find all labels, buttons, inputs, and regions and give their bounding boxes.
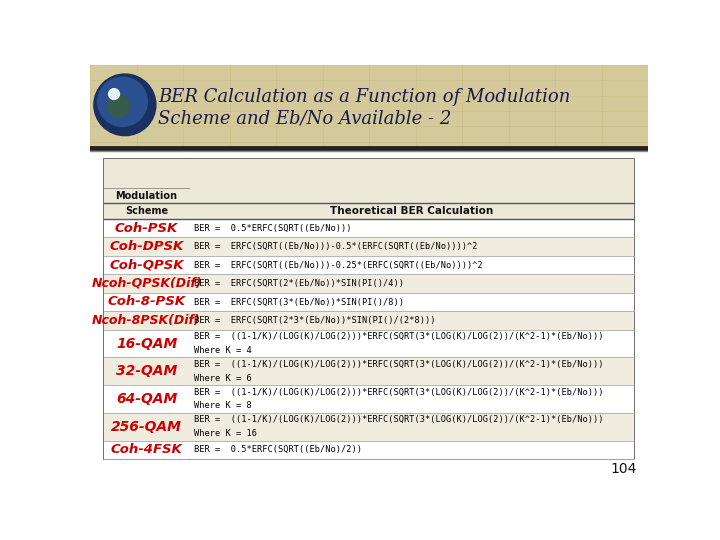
FancyBboxPatch shape <box>104 330 634 357</box>
Text: BER =  ERFC(SQRT(2*3*(Eb/No))*SIN(PI()/(2*8))): BER = ERFC(SQRT(2*3*(Eb/No))*SIN(PI()/(2… <box>194 316 436 325</box>
Text: Scheme and Eb/No Available - 2: Scheme and Eb/No Available - 2 <box>158 110 451 127</box>
Text: 104: 104 <box>610 462 636 476</box>
Text: 16-QAM: 16-QAM <box>116 336 177 350</box>
FancyBboxPatch shape <box>104 274 634 293</box>
Text: Ncoh-QPSK(Dif): Ncoh-QPSK(Dif) <box>91 277 202 290</box>
Text: Coh-QPSK: Coh-QPSK <box>109 259 184 272</box>
Text: BER =  ((1-1/K)/(LOG(K)/LOG(2)))*ERFC(SQRT(3*(LOG(K)/LOG(2))/(K^2-1)*(Eb/No))): BER = ((1-1/K)/(LOG(K)/LOG(2)))*ERFC(SQR… <box>194 415 603 424</box>
FancyBboxPatch shape <box>104 256 634 274</box>
FancyBboxPatch shape <box>104 441 634 459</box>
FancyBboxPatch shape <box>104 237 634 256</box>
FancyBboxPatch shape <box>104 293 634 311</box>
Text: Theoretical BER Calculation: Theoretical BER Calculation <box>330 206 493 216</box>
Text: BER =  ERFC(SQRT(2*(Eb/No))*SIN(PI()/4)): BER = ERFC(SQRT(2*(Eb/No))*SIN(PI()/4)) <box>194 279 404 288</box>
Text: Modulation: Modulation <box>116 191 178 201</box>
Text: BER =  0.5*ERFC(SQRT((Eb/No))): BER = 0.5*ERFC(SQRT((Eb/No))) <box>194 224 351 233</box>
Text: BER =  ERFC(SQRT((Eb/No)))-0.25*(ERFC(SQRT((Eb/No))))^2: BER = ERFC(SQRT((Eb/No)))-0.25*(ERFC(SQR… <box>194 260 482 269</box>
FancyBboxPatch shape <box>104 413 634 441</box>
Text: 64-QAM: 64-QAM <box>116 392 177 406</box>
Text: Where K = 8: Where K = 8 <box>194 401 251 410</box>
Text: BER =  ((1-1/K)/(LOG(K)/LOG(2)))*ERFC(SQRT(3*(LOG(K)/LOG(2))/(K^2-1)*(Eb/No))): BER = ((1-1/K)/(LOG(K)/LOG(2)))*ERFC(SQR… <box>194 332 603 341</box>
Circle shape <box>98 77 148 126</box>
Text: Coh-DPSK: Coh-DPSK <box>109 240 184 253</box>
Text: Scheme: Scheme <box>125 206 168 216</box>
Text: Coh-4FSK: Coh-4FSK <box>111 443 182 456</box>
Text: Where K = 6: Where K = 6 <box>194 374 251 383</box>
Text: BER =  ERFC(SQRT((Eb/No)))-0.5*(ERFC(SQRT((Eb/No))))^2: BER = ERFC(SQRT((Eb/No)))-0.5*(ERFC(SQRT… <box>194 242 477 251</box>
Text: Where K = 4: Where K = 4 <box>194 346 251 355</box>
Circle shape <box>94 74 156 136</box>
Text: BER =  ((1-1/K)/(LOG(K)/LOG(2)))*ERFC(SQRT(3*(LOG(K)/LOG(2))/(K^2-1)*(Eb/No))): BER = ((1-1/K)/(LOG(K)/LOG(2)))*ERFC(SQR… <box>194 360 603 369</box>
Text: 256-QAM: 256-QAM <box>111 420 182 434</box>
FancyBboxPatch shape <box>104 357 634 385</box>
Text: Ncoh-8PSK(Dif): Ncoh-8PSK(Dif) <box>92 314 201 327</box>
Text: Coh-PSK: Coh-PSK <box>115 221 179 234</box>
Text: Coh-8-PSK: Coh-8-PSK <box>107 295 186 308</box>
FancyBboxPatch shape <box>104 219 634 237</box>
FancyBboxPatch shape <box>104 385 634 413</box>
Text: BER =  ERFC(SQRT(3*(Eb/No))*SIN(PI()/8)): BER = ERFC(SQRT(3*(Eb/No))*SIN(PI()/8)) <box>194 298 404 307</box>
FancyBboxPatch shape <box>104 159 634 459</box>
Text: BER =  0.5*ERFC(SQRT((Eb/No)/2)): BER = 0.5*ERFC(SQRT((Eb/No)/2)) <box>194 446 362 454</box>
FancyBboxPatch shape <box>104 159 634 219</box>
FancyBboxPatch shape <box>104 311 634 330</box>
Text: Where K = 16: Where K = 16 <box>194 429 257 438</box>
Text: BER Calculation as a Function of Modulation: BER Calculation as a Function of Modulat… <box>158 88 570 106</box>
Text: BER =  ((1-1/K)/(LOG(K)/LOG(2)))*ERFC(SQRT(3*(LOG(K)/LOG(2))/(K^2-1)*(Eb/No))): BER = ((1-1/K)/(LOG(K)/LOG(2)))*ERFC(SQR… <box>194 388 603 396</box>
Text: 32-QAM: 32-QAM <box>116 364 177 378</box>
FancyBboxPatch shape <box>90 65 648 146</box>
Circle shape <box>108 96 130 117</box>
Circle shape <box>109 89 120 99</box>
Circle shape <box>111 91 117 97</box>
